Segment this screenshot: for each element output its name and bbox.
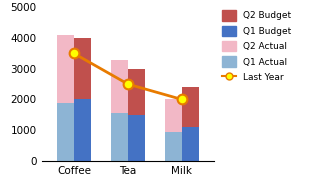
Bar <box>182 87 199 127</box>
Bar <box>111 60 128 113</box>
Bar <box>128 115 145 161</box>
Bar <box>57 35 74 102</box>
Bar <box>165 99 182 132</box>
Bar <box>74 38 91 99</box>
Bar <box>182 127 199 161</box>
Bar <box>74 99 91 161</box>
Bar <box>57 102 74 161</box>
Legend: Q2 Budget, Q1 Budget, Q2 Actual, Q1 Actual, Last Year: Q2 Budget, Q1 Budget, Q2 Actual, Q1 Actu… <box>222 10 291 82</box>
Bar <box>111 113 128 161</box>
Bar <box>128 69 145 115</box>
Bar <box>165 132 182 161</box>
